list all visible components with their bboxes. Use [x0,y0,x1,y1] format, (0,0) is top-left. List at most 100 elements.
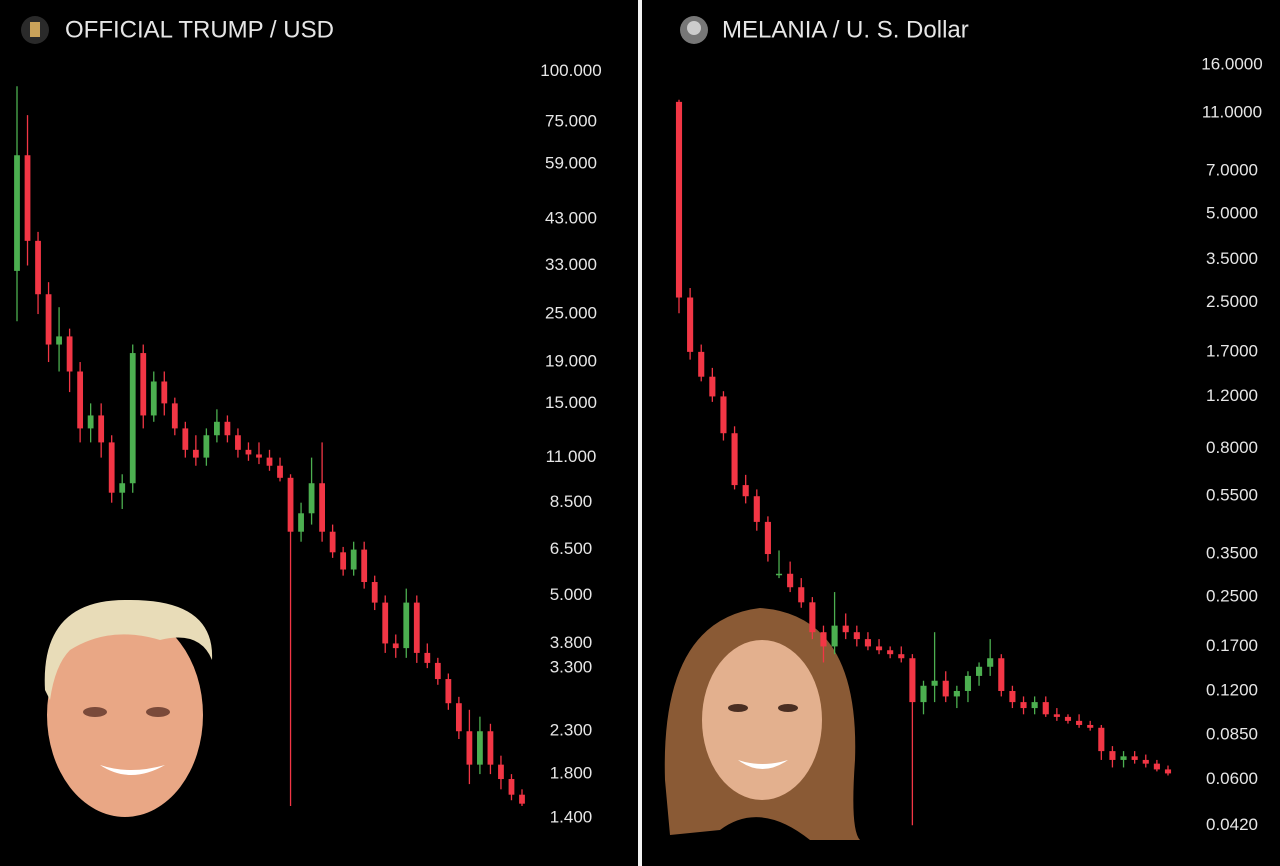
y-tick-label: 43.000 [545,209,597,228]
candle-body [820,632,827,647]
candle-body [753,496,760,522]
candle-body [998,658,1005,691]
chart-title: OFFICIAL TRUMP / USD [65,16,334,43]
candle-body [1053,714,1060,717]
candle-body [171,403,178,429]
y-tick-label: 5.0000 [1206,203,1258,222]
candle-body [887,650,894,655]
candle-body [150,381,157,416]
candle-body [675,101,683,298]
candle-body [266,457,273,466]
candle-body [455,703,462,732]
candle-body [161,381,168,404]
y-tick-label: 3.800 [550,633,593,652]
candle-body [809,602,816,633]
y-tick-label: 75.000 [545,111,597,130]
y-tick-label: 33.000 [545,255,597,274]
candle-body [340,552,347,570]
candle-body [203,435,210,458]
candle-body [308,483,315,514]
candle-body [277,465,283,478]
candle-body [1109,751,1116,760]
candle-body [350,549,357,570]
candle-body [519,794,525,804]
candle-body [775,573,783,576]
candle-body [14,155,20,271]
candle-body [953,690,960,697]
y-tick-label: 0.2500 [1206,587,1258,606]
candle-body [1020,702,1027,709]
candle-body [742,485,749,497]
candle-body [864,639,871,647]
candle-body [371,582,378,603]
candle-body [987,658,994,667]
candle-body [424,652,431,663]
candle-body [920,685,927,703]
y-tick-label: 1.800 [550,764,593,783]
candle-body [119,483,126,493]
candle-body [382,602,389,644]
y-tick-label: 0.5500 [1206,486,1258,505]
y-tick-label: 6.500 [550,539,593,558]
candle-body [909,658,916,703]
candle-body [842,625,849,633]
candle-body [1064,716,1072,721]
candle-body [403,602,410,649]
candle-body [931,680,938,686]
candle-body [392,643,399,649]
candle-body [434,662,441,680]
candle-body [964,675,972,691]
y-tick-label: 25.000 [545,304,597,323]
candle-body [1042,702,1049,715]
candle-body [498,764,504,780]
candle-body [1153,763,1160,770]
candle-body [687,297,694,352]
y-tick-label: 7.0000 [1206,160,1258,179]
y-tick-label: 8.500 [550,492,593,511]
icon [680,16,708,44]
candle-body [764,521,771,555]
candle-body [466,731,473,765]
candle-body [508,779,515,795]
candle-body [942,680,949,697]
candle-body [1076,720,1083,725]
y-tick-label: 19.000 [545,352,597,371]
y-tick-label: 1.400 [550,808,593,827]
candle-body [245,449,252,455]
portrait [44,599,213,817]
chart-title: MELANIA / U. S. Dollar [722,16,969,43]
y-tick-label: 0.0420 [1206,815,1258,834]
icon [21,16,49,44]
portrait [664,608,860,840]
y-tick-label: 1.7000 [1206,341,1258,360]
candle-body [787,573,794,588]
candle-body [477,731,483,765]
candle-body [875,646,883,651]
candle-body [976,666,983,676]
candle-body [214,421,220,436]
y-tick-label: 2.300 [550,721,593,740]
y-tick-label: 1.2000 [1206,386,1258,405]
y-tick-label: 59.000 [545,153,597,172]
candle-body [853,632,860,640]
candle-body [224,421,231,436]
y-tick-label: 100.000 [540,61,601,80]
candle-body [287,477,294,532]
y-tick-label: 0.1200 [1206,680,1258,699]
y-tick-label: 11.0000 [1202,102,1262,121]
candle-body [140,353,147,416]
candle-body [108,442,115,493]
candle-body [98,415,105,443]
candle-body [329,531,336,553]
candle-body [256,454,262,458]
candle-body [1164,769,1172,774]
candle-body [66,336,73,372]
candle-body [487,731,494,765]
candle-body [1142,759,1149,764]
y-tick-label: 16.0000 [1201,55,1262,74]
y-tick-label: 11.000 [546,447,597,466]
candle-body [235,435,241,450]
candle-body [1120,756,1127,760]
